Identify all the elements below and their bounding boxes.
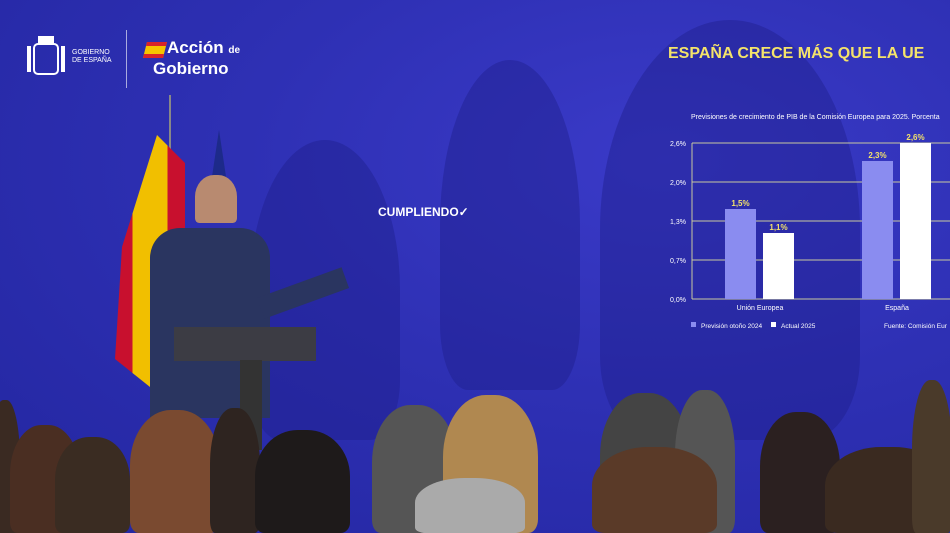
bar-value-label: 1,5% <box>731 199 749 208</box>
tagline: CUMPLIENDO✓ <box>378 205 469 219</box>
x-tick-label: España <box>885 305 909 312</box>
y-tick-label: 0,7% <box>670 258 686 265</box>
y-tick-label: 1,3% <box>670 219 686 226</box>
checkmark-icon: ✓ <box>458 205 469 219</box>
audience-member <box>592 447 717 533</box>
x-tick-label: Unión Europea <box>737 305 784 312</box>
y-tick-label: 2,0% <box>670 180 686 187</box>
bar-value-label: 2,6% <box>906 133 924 142</box>
divider <box>126 30 127 88</box>
bar-chart: 0,0% 0,7% 1,3% 2,0% 2,6% 1,5% 1,1% Unión Europe… <box>670 133 950 330</box>
legend-swatch <box>691 322 696 327</box>
audience-member <box>130 410 220 533</box>
bar-value-label: 1,1% <box>769 223 787 232</box>
legend-label: Previsión otoño 2024 <box>701 323 762 330</box>
audience-member <box>255 430 350 533</box>
audience-member <box>55 437 130 533</box>
silhouette <box>440 60 580 390</box>
speaker-head <box>195 175 237 223</box>
bar <box>900 143 931 299</box>
bar <box>862 161 893 299</box>
legend-label: Actual 2025 <box>781 323 816 330</box>
government-logo-text: GOBIERNO DE ESPAÑA <box>72 49 112 64</box>
y-tick-label: 0,0% <box>670 297 686 304</box>
bar-value-label: 2,3% <box>868 151 886 160</box>
y-tick-label: 2,6% <box>670 141 686 148</box>
chart-source: Fuente: Comisión Eur <box>884 323 948 330</box>
legend-swatch <box>771 322 776 327</box>
audience-member <box>210 408 260 533</box>
podium <box>174 327 316 361</box>
headline: ESPAÑA CRECE MÁS QUE LA UE <box>668 45 925 62</box>
audience-member <box>415 478 525 533</box>
chart-title: Previsiones de crecimiento de PIB de la … <box>691 114 940 121</box>
bar <box>763 233 794 299</box>
coat-of-arms-icon <box>27 36 65 75</box>
audience-member <box>912 380 950 533</box>
bar <box>725 209 756 299</box>
program-logo: Acción de Gobierno <box>153 38 241 78</box>
spain-flag-icon <box>143 42 167 58</box>
